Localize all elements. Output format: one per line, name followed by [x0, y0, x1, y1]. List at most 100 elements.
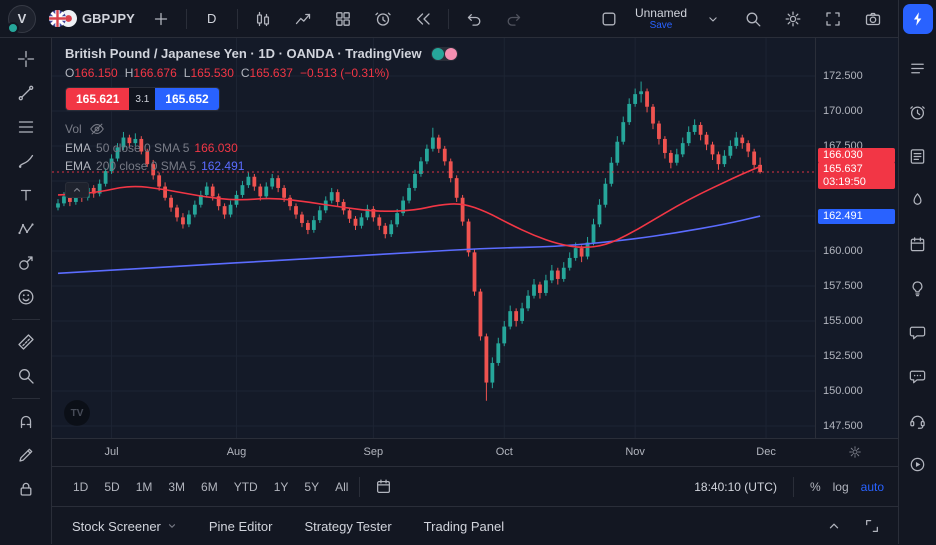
indicators-icon — [295, 13, 310, 24]
trade-widget: 165.621 3.1 165.652 — [65, 87, 220, 111]
tool-lock-button[interactable] — [9, 473, 43, 505]
fullscreen-button[interactable] — [814, 5, 852, 33]
compare-add-button[interactable] — [142, 5, 180, 33]
range-button-3M[interactable]: 3M — [168, 479, 186, 494]
replay-icon — [416, 12, 430, 25]
sidebar-watchlist-button[interactable] — [904, 54, 932, 82]
sidebar-play-button[interactable] — [904, 450, 932, 478]
indicators-button[interactable] — [284, 5, 322, 33]
eye-off-icon[interactable] — [89, 121, 105, 137]
log-scale-button[interactable]: log — [832, 479, 849, 494]
alert-clock-icon — [375, 12, 391, 26]
fullscreen-icon — [826, 11, 840, 26]
tool-forecast-button[interactable] — [9, 247, 43, 279]
price-tick-label: 160.000 — [823, 244, 863, 257]
publish-button[interactable] — [902, 4, 933, 34]
candlestick-chart[interactable] — [52, 38, 815, 438]
ema50-value: 166.030 — [194, 141, 238, 155]
sidebar-help-button[interactable] — [904, 406, 932, 434]
go-to-date-button[interactable] — [364, 473, 402, 501]
redo-button[interactable] — [495, 5, 533, 33]
tab-trading-panel[interactable]: Trading Panel — [423, 518, 505, 534]
chart-area[interactable]: British Pound / Japanese Yen · 1D · OAND… — [52, 38, 815, 438]
toolbar-left-group: V — [6, 4, 533, 34]
undo-icon — [467, 13, 481, 26]
range-button-1M[interactable]: 1M — [135, 479, 153, 494]
time-tick-label: Jul — [104, 446, 119, 458]
buy-button[interactable]: 165.652 — [155, 88, 219, 110]
layout-name-button[interactable]: Unnamed Save — [630, 5, 692, 33]
layout-menu-button[interactable] — [694, 5, 732, 33]
price-axis[interactable]: 166.030 165.637 03:19:50 162.491 147.500… — [815, 38, 898, 438]
timezone-settings-icon[interactable] — [848, 445, 862, 464]
tool-draw-button[interactable] — [9, 439, 43, 471]
auto-scale-button[interactable]: auto — [860, 479, 884, 494]
range-button-5Y[interactable]: 5Y — [304, 479, 320, 494]
ema50-legend-row[interactable]: EMA 50 close 0 SMA 5 166.030 — [65, 141, 238, 155]
sidebar-messages-button[interactable] — [904, 362, 932, 390]
screenshot-button[interactable] — [854, 5, 892, 33]
user-avatar[interactable]: V — [7, 4, 36, 34]
sidebar-news-button[interactable] — [904, 142, 932, 170]
layout-grid-button[interactable] — [324, 5, 362, 33]
save-layout-button[interactable] — [590, 5, 628, 33]
tool-measure-button[interactable] — [9, 326, 43, 358]
panel-collapse-button[interactable] — [822, 514, 846, 538]
range-button-YTD[interactable]: YTD — [233, 479, 258, 494]
tab-stock-screener[interactable]: Stock Screener — [72, 519, 177, 534]
price-tick-label: 152.500 — [823, 349, 863, 362]
emoji-icon — [18, 289, 33, 305]
clock-label[interactable]: 18:40:10 (UTC) — [694, 479, 777, 494]
symbol-button[interactable]: GBPJPY — [44, 5, 140, 33]
ema200-legend-row[interactable]: EMA 200 close 0 SMA 5 162.491 — [65, 159, 245, 173]
tool-xabcd-pattern-button[interactable] — [9, 213, 43, 245]
volume-legend-row[interactable]: Vol — [65, 121, 458, 137]
sidebar-ideas-button[interactable] — [904, 274, 932, 302]
symbol-title: British Pound / Japanese Yen · 1D · OAND… — [65, 46, 422, 61]
legend-toggle[interactable] — [430, 46, 458, 61]
range-button-All[interactable]: All — [335, 479, 349, 494]
legend-collapse-button[interactable] — [65, 182, 89, 198]
sidebar-hotlists-button[interactable] — [904, 186, 932, 214]
range-button-5D[interactable]: 5D — [104, 479, 120, 494]
panel-maximize-button[interactable] — [860, 514, 884, 538]
sidebar-chat-button[interactable] — [904, 318, 932, 346]
time-axis[interactable]: Jul Aug Sep Oct Nov Dec — [52, 438, 898, 466]
interval-button[interactable]: D — [207, 11, 217, 26]
tool-zoom-button[interactable] — [9, 360, 43, 392]
trend-line-icon — [18, 85, 33, 101]
tool-brush-button[interactable] — [9, 145, 43, 177]
range-button-1D[interactable]: 1D — [73, 479, 89, 494]
hotlists-icon — [913, 192, 922, 205]
alert-button[interactable] — [364, 5, 402, 33]
sell-button[interactable]: 165.621 — [66, 88, 130, 110]
search-button[interactable] — [734, 5, 772, 33]
undo-button[interactable] — [455, 5, 493, 33]
sidebar-alerts-button[interactable] — [904, 98, 932, 126]
tool-fib-retracement-button[interactable] — [9, 111, 43, 143]
chevron-down-icon — [168, 524, 175, 528]
time-tick-label: Dec — [756, 446, 776, 458]
range-button-1Y[interactable]: 1Y — [273, 479, 289, 494]
forecast-icon — [18, 256, 33, 270]
settings-button[interactable] — [774, 5, 812, 33]
ema200-value: 162.491 — [201, 159, 245, 173]
tool-trend-line-button[interactable] — [9, 77, 43, 109]
range-button-6M[interactable]: 6M — [201, 479, 218, 494]
help-icon — [910, 415, 925, 429]
panel-controls — [822, 514, 884, 538]
tool-text-button[interactable] — [9, 179, 43, 211]
tool-magnet-button[interactable] — [9, 405, 43, 437]
replay-button[interactable] — [404, 5, 442, 33]
expand-icon — [866, 520, 878, 532]
tool-crosshair-button[interactable] — [9, 43, 43, 75]
tool-emoji-button[interactable] — [9, 281, 43, 313]
ohlc-row: O166.150 H166.676 L165.530 C165.637 −0.5… — [65, 66, 458, 80]
sidebar-calendar-button[interactable] — [904, 230, 932, 258]
tradingview-watermark: TV — [64, 400, 90, 426]
chart-type-button[interactable] — [244, 5, 282, 33]
tab-strategy-tester[interactable]: Strategy Tester — [304, 518, 392, 534]
crosshair-icon — [17, 50, 34, 68]
percent-scale-button[interactable]: % — [809, 479, 821, 494]
tab-pine-editor[interactable]: Pine Editor — [208, 518, 273, 534]
